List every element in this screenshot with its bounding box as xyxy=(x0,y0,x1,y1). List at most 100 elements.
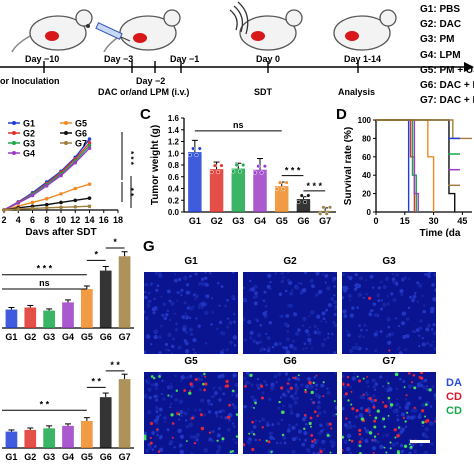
nucleus-dot xyxy=(310,347,314,350)
cd-green-dot xyxy=(385,451,388,454)
significance-label: * xyxy=(113,238,117,247)
nucleus-dot xyxy=(269,435,274,440)
nucleus-dot xyxy=(423,304,426,307)
nucleus-dot xyxy=(333,285,336,288)
group-legend-item: G5: PM + US xyxy=(420,64,474,76)
nucleus-dot xyxy=(198,281,202,286)
nucleus-dot xyxy=(310,398,313,401)
x-tick-label: 6 xyxy=(30,215,35,225)
cd-green-dot xyxy=(376,409,380,413)
nucleus-dot xyxy=(387,325,391,329)
nucleus-dot xyxy=(316,327,319,330)
nucleus-dot xyxy=(333,351,337,354)
group-legend-item: G7: DAC + L xyxy=(420,95,474,107)
survival-chart: 0 20 40 60 80 100 0 15 30 45 Survival rate (%) Time… xyxy=(344,116,472,237)
x-tick-label: 2 xyxy=(1,215,6,225)
nucleus-dot xyxy=(284,346,289,350)
nucleus-dot xyxy=(348,299,352,302)
nucleus-dot xyxy=(250,395,255,400)
bar xyxy=(5,309,18,328)
nucleus-dot xyxy=(155,398,159,402)
nucleus-dot xyxy=(161,313,165,317)
nucleus-dot xyxy=(391,272,395,276)
nucleus-dot xyxy=(312,451,316,454)
nucleus-dot xyxy=(343,314,348,318)
nucleus-dot xyxy=(166,309,169,312)
bar xyxy=(99,270,112,328)
nucleus-dot xyxy=(168,318,172,322)
cd-green-dot xyxy=(216,439,219,442)
cd-green-dot xyxy=(322,381,325,384)
y-tick-label: 0.8 xyxy=(168,161,180,170)
survival-line xyxy=(376,119,472,140)
nucleus-dot xyxy=(386,380,389,383)
nucleus-dot xyxy=(310,385,314,389)
nucleus-dot xyxy=(407,306,411,310)
y-tick-label: 100 xyxy=(358,116,372,125)
nucleus-dot xyxy=(405,317,410,321)
nucleus-dot xyxy=(327,336,330,339)
nucleus-dot xyxy=(217,374,222,379)
nucleus-dot xyxy=(246,439,252,445)
nucleus-dot xyxy=(307,337,310,341)
nucleus-dot xyxy=(254,438,258,442)
nucleus-dot xyxy=(248,382,251,385)
cd-green-dot xyxy=(409,445,413,449)
nucleus-dot xyxy=(265,332,268,336)
group-legend: G1: PBS G2: DAC G3: PM G4: LPM G5: PM + … xyxy=(420,2,474,108)
cd-green-dot xyxy=(404,420,407,423)
nucleus-dot xyxy=(381,385,385,388)
nucleus-dot xyxy=(316,405,321,410)
nucleus-dot xyxy=(392,280,396,284)
cd-red-dot xyxy=(194,378,198,381)
nucleus-dot xyxy=(305,423,308,426)
nucleus-dot xyxy=(184,419,188,422)
cd-green-dot xyxy=(185,440,188,443)
nucleus-dot xyxy=(253,398,257,403)
nucleus-dot xyxy=(179,443,183,448)
cd-green-dot xyxy=(382,417,386,421)
cd-red-dot xyxy=(330,427,333,430)
nucleus-dot xyxy=(265,383,268,387)
bar xyxy=(43,428,55,448)
data-point xyxy=(44,196,49,201)
nucleus-dot xyxy=(286,428,291,433)
y-tick-label: 1.0 xyxy=(168,149,180,158)
nucleus-dot xyxy=(382,434,385,437)
legend-marker xyxy=(12,131,16,135)
cd-red-dot xyxy=(372,405,376,409)
nucleus-dot xyxy=(194,272,198,276)
legend-label: G3 xyxy=(23,139,35,149)
nucleus-dot xyxy=(231,272,235,274)
data-point xyxy=(59,200,63,205)
cd-green-dot xyxy=(333,400,336,403)
nucleus-dot xyxy=(396,442,399,445)
bar xyxy=(188,152,202,212)
cd-green-dot xyxy=(374,416,378,420)
cd-red-dot xyxy=(419,372,424,375)
nucleus-dot xyxy=(189,332,194,336)
tumor-weight-chart: 0.0 0.2 0.4 0.6 0.8 1.0 1.2 1.4 1.6 Tumor weight … xyxy=(150,114,336,226)
nucleus-dot xyxy=(214,391,218,395)
cd-green-dot xyxy=(310,425,312,428)
nucleus-dot xyxy=(301,324,305,327)
nucleus-dot xyxy=(267,273,272,278)
nucleus-dot xyxy=(403,276,407,281)
nucleus-dot xyxy=(191,435,196,439)
cd-green-dot xyxy=(397,426,401,429)
cd-red-dot xyxy=(203,388,207,392)
nucleus-dot xyxy=(360,406,364,410)
x-tick-label: G6 xyxy=(297,216,309,226)
nucleus-dot xyxy=(372,403,376,407)
nucleus-dot xyxy=(386,317,391,322)
nucleus-dot xyxy=(144,431,147,435)
cd-green-dot xyxy=(389,441,392,444)
nucleus-dot xyxy=(364,439,369,443)
cd-red-dot xyxy=(310,434,314,437)
nucleus-dot xyxy=(226,317,230,320)
nucleus-dot xyxy=(217,427,221,431)
nucleus-dot xyxy=(293,312,298,317)
nucleus-dot xyxy=(346,330,349,333)
nucleus-dot xyxy=(158,335,162,340)
bar xyxy=(118,379,131,448)
